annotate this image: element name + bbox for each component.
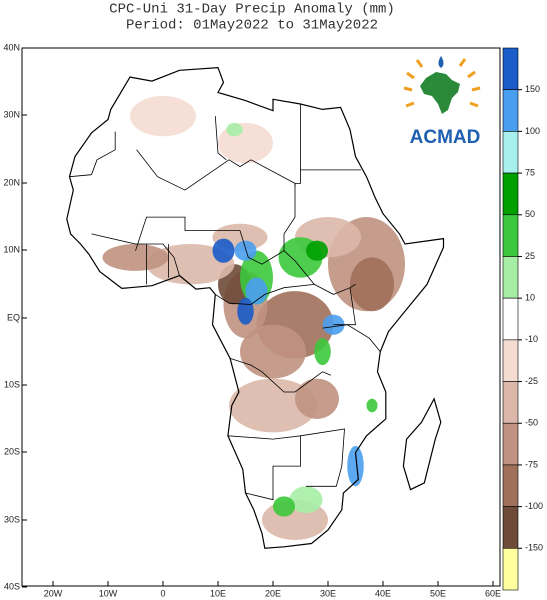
colorbar-box [502,131,519,174]
colorbar-label: -150 [525,543,543,553]
colorbar-box [502,506,519,549]
colorbar-box [502,339,519,382]
logo: ACMAD [403,56,481,148]
anomaly-patch [212,238,235,263]
colorbar-label: 100 [525,126,540,136]
title: CPC-Uni 31-Day Precip Anomaly (mm) [109,2,395,18]
lat-label: 30N [3,109,20,119]
anomaly-patch [237,297,254,325]
colorbar-box [502,214,519,257]
africa-outline [66,66,445,549]
country-border [69,131,116,178]
colorbar-box [502,381,519,424]
colorbar-label: -50 [525,418,538,428]
country-border [295,104,301,184]
anomaly-patch [350,257,394,312]
lon-label: 60E [485,588,501,598]
country-border [322,324,381,352]
anomaly-patch [314,338,331,366]
anomaly-patch [273,496,295,517]
country-border [227,435,301,501]
lon-label: 10E [210,588,226,598]
country-border [214,116,227,161]
anomaly-patch [306,240,328,261]
lat-label: EQ [7,312,20,322]
country-border [229,358,331,393]
lon-label: 40E [375,588,391,598]
anomaly-patch [289,486,323,514]
period: Period: 01May2022 to 31May2022 [126,18,378,34]
logo-rays [403,58,481,108]
lon-label: 0 [160,588,165,598]
anomaly-patch [347,445,364,487]
anomaly-patch [245,277,268,305]
colorbar-label: 25 [525,251,535,261]
colorbar-box [502,256,519,299]
map-frame [21,47,501,587]
colorbar-label: 75 [525,167,535,177]
country-border [283,183,356,295]
colorbar-label: 50 [525,209,535,219]
lon-label: 20E [265,588,281,598]
country-border [91,233,180,276]
colorbar-box [502,464,519,507]
lon-label: 20W [44,588,63,598]
colorbar-label: 150 [525,84,540,94]
lon-label: 30E [320,588,336,598]
lat-label: 40N [3,42,20,52]
logo-africa [420,72,460,114]
anomaly-patch [226,122,243,137]
lat-label: 40S [4,581,20,591]
country-border [300,428,345,487]
anomaly-patch [218,122,273,164]
lat-label: 20S [4,446,20,456]
logo-drop [438,56,444,68]
lat-label: 20N [3,177,20,187]
colorbar-box [502,172,519,216]
anomaly-patch [240,324,306,379]
country-border [135,216,240,251]
colorbar-label: -25 [525,376,538,386]
colorbar-label: 10 [525,293,535,303]
colorbar: 150 100 75 50 25 10 -10 -25 -50 -75 -100 -150 [502,47,543,591]
anomaly-patch [234,240,257,261]
madagascar-land [403,398,441,490]
colorbar-box [502,47,519,90]
colorbar-label: -100 [525,501,543,511]
lat-label: 10S [4,379,20,389]
colorbar-label: -75 [525,459,538,469]
map [66,66,445,549]
logo-text: ACMAD [410,127,481,148]
anomaly-patch [102,243,169,271]
lat-label: 30S [4,514,20,524]
country-border [136,149,296,191]
colorbar-box [502,548,519,591]
country-border [333,287,356,326]
colorbar-label: -10 [525,334,538,344]
anomaly-patch [366,398,378,413]
anomaly-patch [130,95,196,137]
anomaly-patch [295,378,339,419]
colorbar-box [502,89,519,132]
colorbar-box [502,297,519,341]
country-border [239,230,285,265]
lon-label: 50E [430,588,446,598]
lon-label: 10W [99,588,118,598]
colorbar-box [502,422,519,466]
lat-label: 10N [3,244,20,254]
madagascar-outline [402,397,442,491]
country-border [215,284,315,305]
